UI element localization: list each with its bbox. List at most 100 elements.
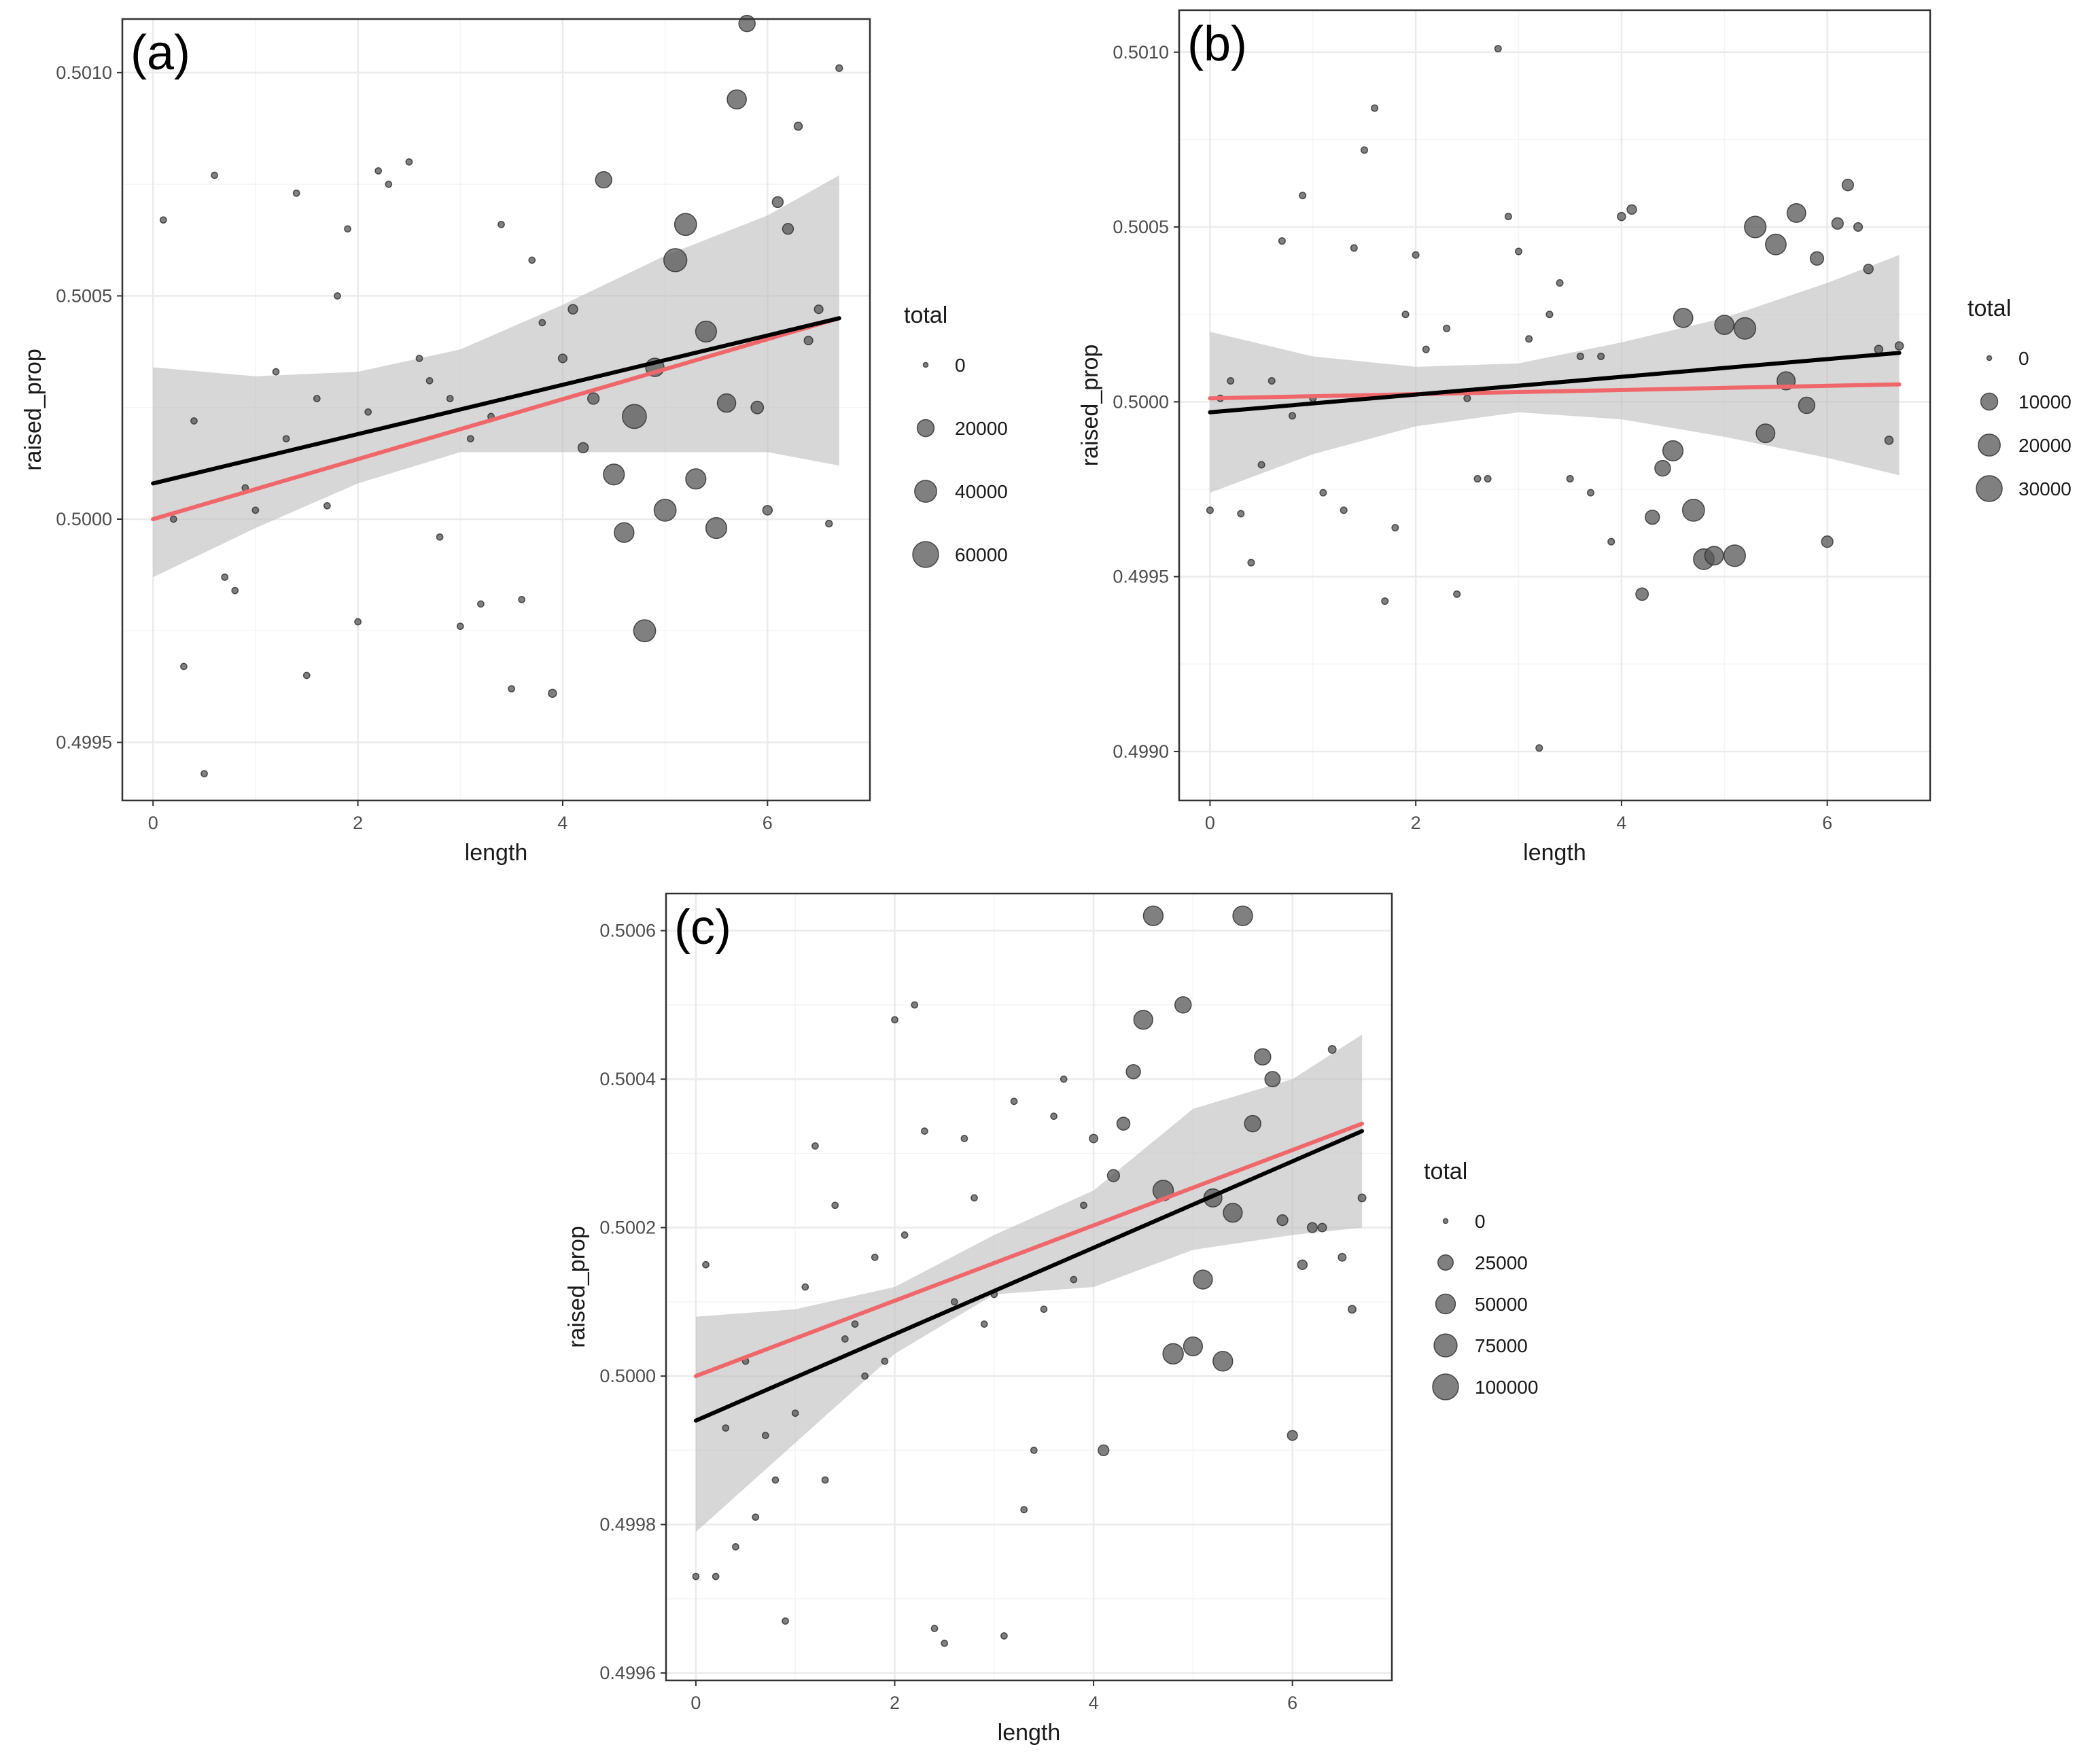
data-point	[881, 1357, 889, 1365]
data-point	[1000, 1632, 1008, 1640]
legend-label: 50000	[1475, 1294, 1528, 1315]
data-point	[1662, 440, 1684, 461]
y-tick-label: 0.5000	[56, 509, 112, 529]
legend-label: 40000	[955, 481, 1008, 502]
data-point	[425, 376, 434, 385]
data-point	[738, 14, 756, 33]
data-point	[1306, 1222, 1318, 1233]
data-point	[1617, 211, 1626, 222]
data-point	[622, 404, 647, 429]
y-tick-label: 0.4998	[599, 1515, 656, 1535]
data-point	[518, 595, 526, 603]
data-point	[405, 158, 413, 166]
size-legend: total 0 10000 20000 30000	[1968, 296, 2071, 502]
data-point	[1391, 524, 1399, 532]
data-point	[446, 395, 454, 402]
data-point	[960, 1135, 968, 1142]
data-point	[595, 171, 612, 189]
data-point	[1297, 1259, 1308, 1270]
data-point	[1723, 544, 1746, 567]
chart-panel-b: 0 2 4 6 0.4990 0.4995 0.5000 0.5005 0.5010 length…	[1077, 9, 2071, 866]
data-point	[1357, 1193, 1367, 1203]
x-tick-label: 4	[1616, 813, 1626, 833]
data-point	[1755, 423, 1776, 444]
data-point	[702, 1260, 710, 1269]
data-point	[861, 1372, 869, 1380]
data-point	[716, 393, 737, 413]
data-point	[1116, 1116, 1131, 1131]
data-point	[841, 1335, 849, 1343]
y-tick-label: 0.5002	[599, 1218, 656, 1238]
data-point	[712, 1572, 720, 1581]
data-point	[1874, 345, 1884, 354]
data-point	[221, 574, 229, 581]
legend-label: 30000	[2018, 478, 2071, 499]
data-point	[674, 213, 697, 236]
y-tick-label: 0.5000	[599, 1366, 656, 1386]
data-point	[1884, 436, 1894, 445]
data-point	[1576, 352, 1584, 360]
legend-label: 100000	[1475, 1377, 1538, 1398]
data-point	[1264, 1071, 1281, 1088]
data-point	[528, 256, 536, 264]
data-point	[497, 220, 505, 228]
data-point	[653, 498, 677, 522]
data-point	[436, 533, 444, 541]
data-point	[603, 463, 625, 486]
data-point	[1125, 1064, 1141, 1080]
legend-key-circle	[914, 480, 937, 503]
data-point	[211, 171, 218, 179]
data-point	[1212, 1351, 1234, 1372]
data-point	[1714, 315, 1735, 335]
legend-label: 60000	[955, 544, 1008, 565]
x-tick-label: 6	[1287, 1693, 1297, 1713]
data-point	[633, 619, 657, 643]
panel-border	[121, 18, 871, 802]
y-tick-label: 0.5010	[56, 63, 112, 83]
x-tick-label: 0	[1205, 813, 1215, 833]
data-point	[1744, 215, 1767, 239]
x-tick-label: 6	[1822, 813, 1832, 833]
data-point	[732, 1543, 739, 1551]
data-point	[1030, 1446, 1038, 1454]
panel-border	[1178, 9, 1931, 802]
data-point	[385, 180, 393, 188]
data-point	[1133, 1010, 1153, 1030]
data-point	[1863, 264, 1874, 275]
confidence-ribbon	[1210, 255, 1900, 493]
data-point	[921, 1127, 928, 1135]
data-point	[1319, 489, 1327, 497]
fit-line-red	[1208, 382, 1902, 401]
data-point	[727, 89, 747, 110]
data-point	[1681, 498, 1705, 522]
data-point	[1267, 376, 1276, 385]
data-point	[1142, 905, 1164, 926]
data-point	[364, 408, 372, 416]
data-point	[1463, 394, 1471, 402]
data-point	[1453, 590, 1461, 598]
data-point	[811, 1142, 819, 1150]
data-point	[557, 353, 568, 364]
panel-border	[665, 892, 1393, 1682]
legend-key-circle	[922, 361, 929, 368]
data-point	[1473, 475, 1482, 483]
data-point	[1089, 1133, 1099, 1144]
legend-title: total	[1968, 296, 2011, 321]
data-point	[200, 770, 208, 777]
data-point	[1227, 376, 1235, 385]
legend-key-circle	[1976, 475, 2003, 502]
legend-title: total	[904, 302, 947, 328]
data-point	[614, 522, 635, 543]
data-point	[272, 368, 280, 376]
legend-key-circle	[1986, 355, 1993, 361]
fit-line-black	[693, 1129, 1365, 1423]
y-tick-label: 0.5010	[1113, 42, 1169, 63]
legend-label: 0	[955, 355, 966, 376]
data-point	[911, 1001, 919, 1009]
x-tick-label: 6	[763, 813, 773, 833]
y-axis-title: raised_prop	[20, 349, 46, 471]
data-point	[1060, 1075, 1068, 1083]
data-point	[1020, 1506, 1028, 1514]
data-point	[762, 505, 773, 516]
legend-label: 0	[2018, 348, 2029, 369]
